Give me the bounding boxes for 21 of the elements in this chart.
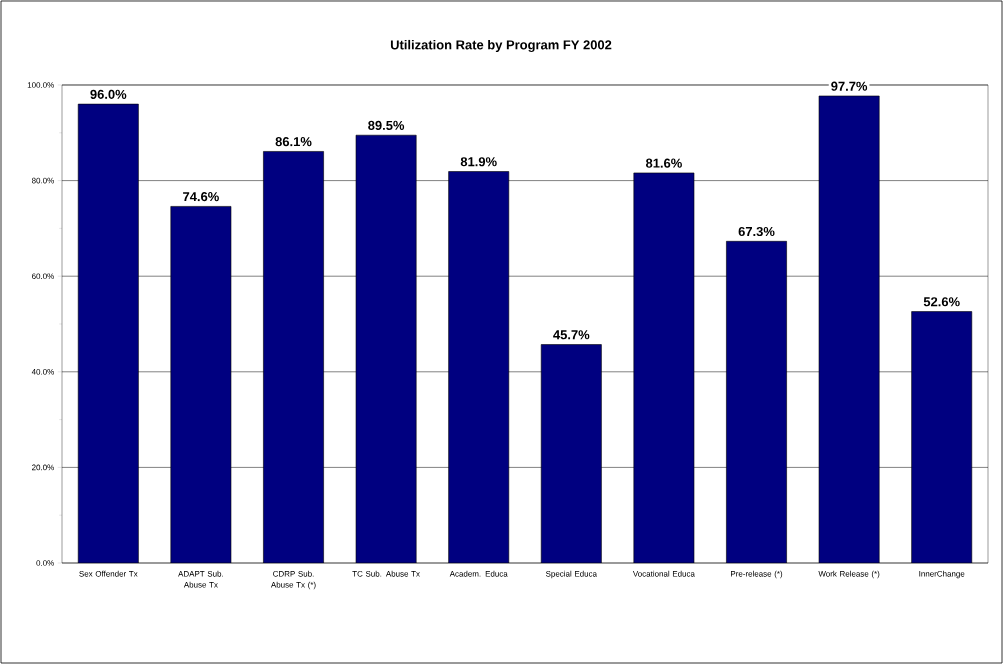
bar — [170, 206, 232, 563]
bar — [633, 172, 695, 563]
bar — [263, 151, 324, 563]
data-label: 96.0% — [90, 89, 127, 99]
data-label: 81.6% — [645, 158, 682, 168]
data-label: 89.5% — [368, 120, 405, 130]
data-label: 86.1% — [275, 137, 312, 147]
data-label: 97.7% — [831, 81, 868, 91]
data-label: 52.6% — [923, 297, 960, 307]
data-label: 45.7% — [553, 330, 590, 340]
bar — [540, 344, 602, 563]
bar — [77, 103, 139, 563]
bar — [818, 95, 880, 563]
data-label: 67.3% — [738, 226, 775, 237]
data-label: 81.9% — [460, 157, 497, 167]
data-label: 74.6% — [183, 192, 219, 202]
bar — [911, 311, 973, 563]
bar — [726, 241, 787, 563]
bar — [355, 134, 417, 563]
bar — [448, 171, 510, 563]
chart-title: Utilization Rate by Program FY 2002 — [390, 39, 612, 53]
